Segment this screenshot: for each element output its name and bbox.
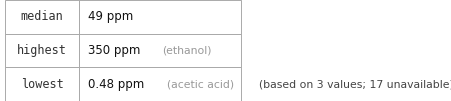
Text: 49 ppm: 49 ppm [88, 10, 133, 23]
Bar [5, 67, 79, 101]
Text: (acetic acid): (acetic acid) [167, 79, 235, 89]
Bar [5, 34, 79, 67]
Text: 0.48 ppm: 0.48 ppm [88, 78, 144, 91]
Text: lowest: lowest [21, 78, 64, 91]
Bar [5, 0, 79, 34]
Text: (ethanol): (ethanol) [162, 45, 212, 56]
Bar [79, 34, 241, 67]
Text: 350 ppm: 350 ppm [88, 44, 140, 57]
Bar [79, 0, 241, 34]
Text: median: median [21, 10, 64, 23]
Bar [79, 67, 241, 101]
Text: (based on 3 values; 17 unavailable): (based on 3 values; 17 unavailable) [259, 79, 451, 89]
Text: highest: highest [17, 44, 67, 57]
